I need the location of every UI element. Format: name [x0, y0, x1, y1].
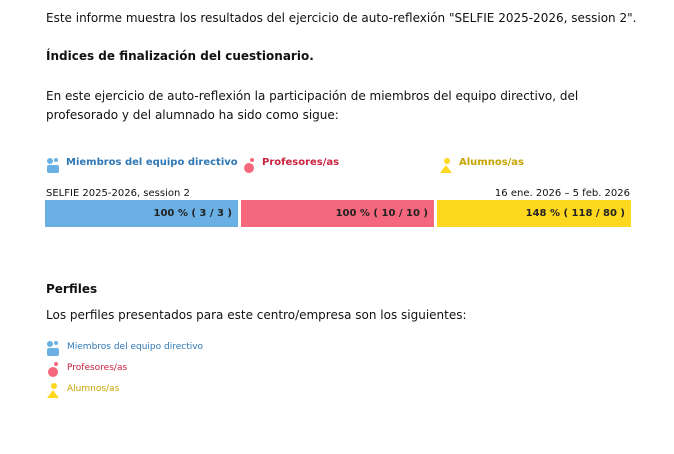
heading: Índices de finalización del cuestionario…: [46, 49, 314, 63]
icon: [47, 383, 59, 398]
date-range: 16 ene. 2026 – 5 feb. 2026: [494, 188, 630, 199]
exercise-label: SELFIE 2025-2026, session 2: [46, 188, 190, 199]
profile-item: Miembros del equipo directivo: [67, 342, 204, 352]
icon: [48, 362, 58, 377]
intro: Este informe muestra los resultados del …: [46, 11, 637, 25]
heading: Perfiles: [46, 282, 98, 296]
profile-item: Alumnos/as: [67, 384, 120, 394]
paragraph: Los perfiles presentados para este centr…: [46, 308, 467, 322]
bar-segment: 100 % ( 3 / 3 ): [45, 200, 238, 227]
icon: [47, 341, 59, 356]
bar-segment: 148 % ( 118 / 80 ): [437, 200, 631, 227]
icon: [440, 158, 452, 173]
legend-item: Miembros del equipo directivo: [66, 157, 238, 168]
icon: [47, 158, 59, 173]
bar-segment: 100 % ( 10 / 10 ): [241, 200, 434, 227]
profile-item: Profesores/as: [67, 363, 128, 373]
icon: [244, 158, 254, 173]
paragraph: En este ejercicio de auto-reflexión la p…: [46, 89, 579, 122]
legend-item: Profesores/as: [262, 157, 340, 168]
legend-item: Alumnos/as: [459, 157, 524, 168]
